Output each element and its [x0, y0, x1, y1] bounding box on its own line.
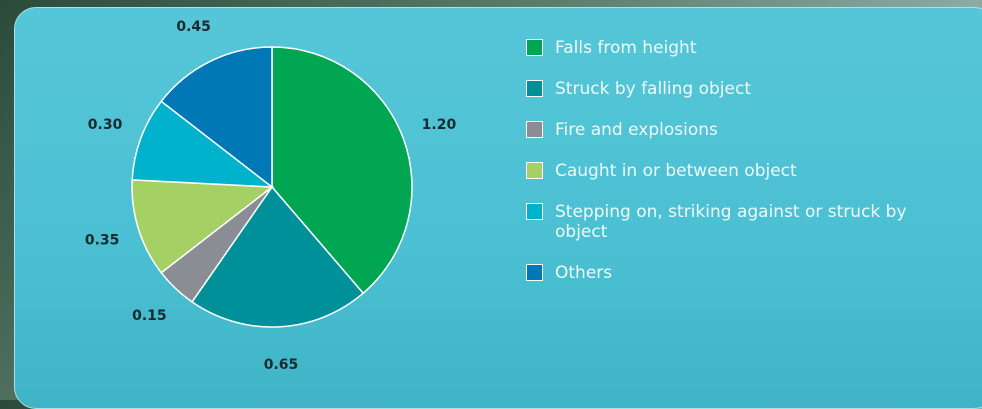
legend-label: Others: [555, 263, 612, 283]
legend-item: Struck by falling object: [526, 79, 956, 99]
legend-label: Falls from height: [555, 38, 697, 58]
legend-item: Others: [526, 263, 956, 283]
legend-item: Stepping on, striking against or struck …: [526, 202, 956, 242]
legend-swatch: [526, 203, 543, 220]
legend-swatch: [526, 162, 543, 179]
legend: Falls from height Struck by falling objec…: [526, 38, 956, 304]
value-label: 0.30: [88, 117, 123, 133]
legend-swatch: [526, 39, 543, 56]
legend-label: Stepping on, striking against or struck …: [555, 202, 956, 242]
legend-swatch: [526, 121, 543, 138]
page: 1.20 0.65 0.15 0.35 0.30 0.45 Falls from heig…: [0, 0, 982, 400]
legend-swatch: [526, 80, 543, 97]
value-label: 0.65: [264, 357, 299, 373]
legend-label: Struck by falling object: [555, 79, 751, 99]
legend-item: Falls from height: [526, 38, 956, 58]
legend-swatch: [526, 264, 543, 281]
legend-item: Fire and explosions: [526, 120, 956, 140]
legend-item: Caught in or between object: [526, 161, 956, 181]
value-label: 1.20: [422, 117, 457, 133]
value-label: 0.35: [85, 232, 120, 248]
legend-label: Fire and explosions: [555, 120, 718, 140]
legend-label: Caught in or between object: [555, 161, 797, 181]
value-label: 0.45: [176, 19, 211, 35]
value-label: 0.15: [132, 308, 167, 324]
